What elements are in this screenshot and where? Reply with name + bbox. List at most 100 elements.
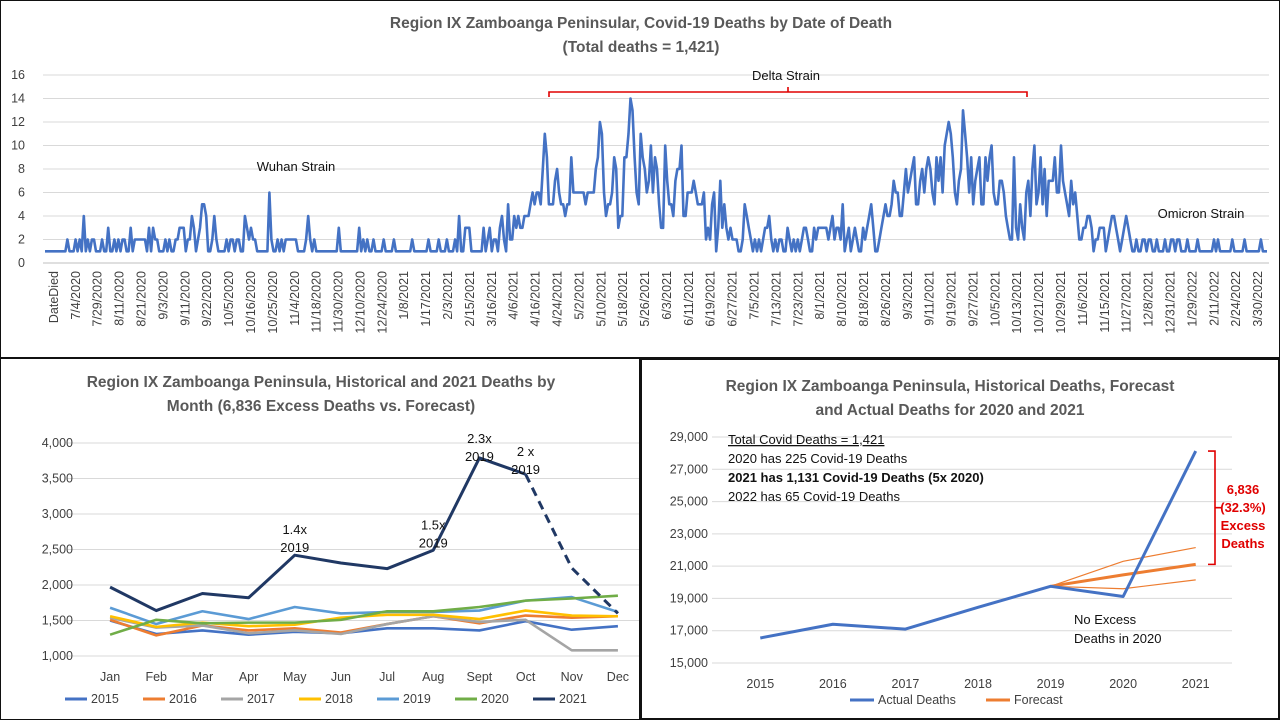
x-tick-label: 11/30/2020 (332, 271, 346, 333)
annual-forecast-chart: Region IX Zamboanga Peninsula, Historica… (670, 378, 1266, 707)
y-tick-label: 27,000 (670, 462, 708, 476)
y-tick-label: 15,000 (670, 656, 708, 670)
x-tick-label: 2016 (819, 677, 847, 691)
daily-deaths-chart: Region IX Zamboanga Peninsular, Covid-19… (11, 15, 1269, 334)
legend-label: 2017 (247, 692, 275, 706)
y-tick-label: 17,000 (670, 624, 708, 638)
x-tick-label: 11/4/2020 (288, 271, 302, 326)
y-tick-label: 2,500 (42, 543, 73, 557)
multiplier-annotation: 2019 (280, 540, 309, 555)
x-tick-label: Feb (145, 670, 167, 684)
excess-deaths-label: 6,836 (1227, 482, 1260, 497)
daily-deaths-chart-panel: Region IX Zamboanga Peninsular, Covid-19… (0, 0, 1280, 358)
x-tick-label: 7/5/2021 (748, 271, 762, 320)
covid-deaths-summary-line: 2022 has 65 Covid-19 Deaths (728, 489, 901, 504)
x-tick-label: 7/13/2021 (769, 271, 783, 327)
legend-label: 2018 (325, 692, 353, 706)
excess-bracket (1208, 450, 1221, 566)
x-tick-label: 9/27/2021 (966, 271, 980, 327)
chart-title: Region IX Zamboanga Peninsular, Covid-19… (390, 15, 892, 32)
x-tick-label: 9/3/2020 (156, 271, 170, 320)
annual-forecast-chart-panel: Region IX Zamboanga Peninsula, Historica… (640, 358, 1280, 720)
x-tick-label: 4/6/2021 (507, 271, 521, 320)
y-tick-label: 4,000 (42, 436, 73, 450)
x-tick-label: Jun (331, 670, 351, 684)
x-tick-label: 2018 (964, 677, 992, 691)
x-tick-label: 2/11/2022 (1207, 271, 1221, 326)
x-tick-label: 6/19/2021 (704, 271, 718, 327)
x-tick-label: 3/16/2021 (485, 271, 499, 327)
x-tick-label: Apr (239, 670, 258, 684)
x-tick-label: Nov (561, 670, 584, 684)
series-2021-line (109, 456, 527, 613)
x-tick-label: 1/17/2021 (419, 271, 433, 327)
wuhan-strain-label: Wuhan Strain (257, 159, 336, 174)
x-tick-label: 5/18/2021 (616, 271, 630, 327)
x-tick-label: 7/29/2020 (91, 271, 105, 327)
x-tick-label: Aug (422, 670, 444, 684)
x-tick-label: 11/27/2021 (1120, 271, 1134, 333)
covid-deaths-summary-line: Total Covid Deaths = 1,421 (728, 432, 884, 447)
x-tick-label: 6/27/2021 (726, 271, 740, 327)
x-tick-label: 8/18/2021 (857, 271, 871, 327)
monthly-deaths-chart: Region IX Zamboanga Peninsula, Historica… (42, 374, 639, 706)
x-tick-label: 2/3/2021 (441, 271, 455, 320)
legend-label: 2016 (169, 692, 197, 706)
covid-deaths-summary-line: 2021 has 1,131 Covid-19 Deaths (5x 2020) (728, 470, 984, 485)
x-tick-label: 10/13/2021 (1010, 271, 1024, 334)
x-tick-label: 2020 (1109, 677, 1137, 691)
x-tick-label: May (283, 670, 307, 684)
y-tick-label: 12 (11, 115, 25, 129)
forecast-line (1050, 562, 1196, 588)
x-tick-label: Oct (516, 670, 536, 684)
x-tick-label: 10/29/2021 (1054, 271, 1068, 334)
x-tick-label: 8/21/2020 (135, 271, 149, 327)
no-excess-label: Deaths in 2020 (1074, 631, 1161, 646)
x-tick-label: Jan (100, 670, 120, 684)
no-excess-label: No Excess (1074, 612, 1137, 627)
y-tick-label: 19,000 (670, 591, 708, 605)
y-tick-label: 3,500 (42, 472, 73, 486)
x-tick-label: 9/3/2021 (901, 271, 915, 320)
x-tick-label: 7/23/2021 (791, 271, 805, 327)
y-tick-label: 10 (11, 139, 25, 153)
x-tick-label: Dec (607, 670, 629, 684)
x-tick-label: 10/5/2021 (988, 271, 1002, 327)
excess-deaths-label: Excess (1221, 518, 1266, 533)
x-tick-label: 9/22/2020 (200, 271, 214, 327)
excess-deaths-label: (32.3%) (1220, 500, 1266, 515)
x-tick-label: Jul (379, 670, 395, 684)
y-tick-label: 29,000 (670, 430, 708, 444)
omicron-strain-label: Omicron Strain (1158, 206, 1245, 221)
x-tick-label: 10/16/2020 (244, 271, 258, 334)
chart-subtitle: Month (6,836 Excess Deaths vs. Forecast) (167, 398, 475, 415)
y-tick-label: 4 (18, 209, 25, 223)
legend-label: 2019 (403, 692, 431, 706)
y-tick-label: 6 (18, 186, 25, 200)
x-tick-label: 10/21/2021 (1032, 271, 1046, 334)
legend-label: 2015 (91, 692, 119, 706)
multiplier-annotation: 2.3x (467, 431, 492, 446)
x-tick-label: Sept (467, 670, 493, 684)
chart-subtitle: (Total deaths = 1,421) (563, 39, 720, 56)
series-2021-dashed-line (524, 473, 619, 615)
y-tick-label: 8 (18, 162, 25, 176)
multiplier-annotation: 1.4x (282, 522, 307, 537)
legend-label: Forecast (1014, 693, 1063, 707)
x-tick-label: 6/11/2021 (682, 271, 696, 326)
x-tick-label: 8/26/2021 (879, 271, 893, 327)
y-tick-label: 16 (11, 68, 25, 82)
legend-label: Actual Deaths (878, 693, 956, 707)
x-tick-label: 2015 (746, 677, 774, 691)
x-tick-label: 2019 (1037, 677, 1065, 691)
x-tick-label: 2/15/2021 (463, 271, 477, 327)
x-tick-label: 11/15/2021 (1098, 271, 1112, 333)
series-2020-line (109, 594, 618, 636)
legend-label: 2021 (559, 692, 587, 706)
multiplier-annotation: 1.5x (421, 518, 446, 533)
y-tick-label: 1,500 (42, 614, 73, 628)
x-tick-label: 12/8/2021 (1142, 271, 1156, 327)
x-tick-label: 5/26/2021 (638, 271, 652, 327)
x-tick-label: Mar (192, 670, 214, 684)
chart-subtitle: and Actual Deaths for 2020 and 2021 (815, 402, 1084, 419)
